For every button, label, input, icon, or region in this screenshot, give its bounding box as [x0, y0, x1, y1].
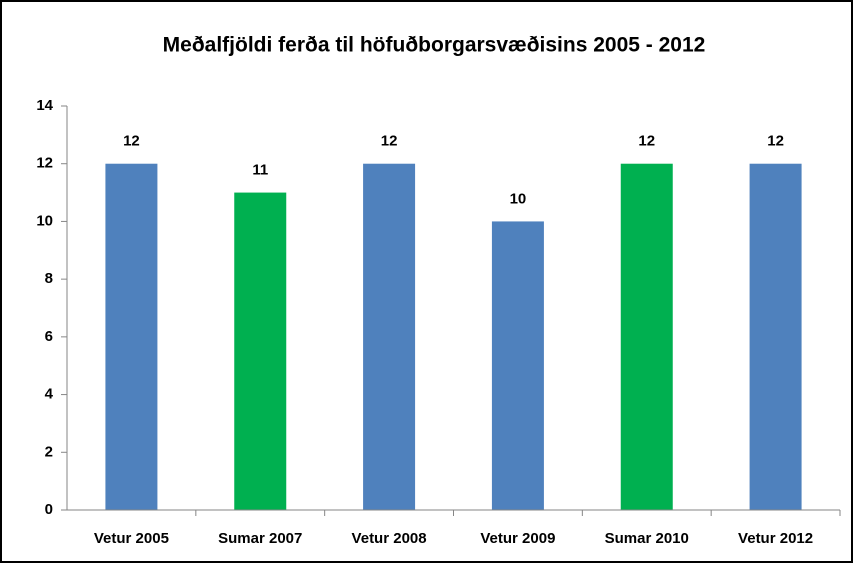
x-tick-label: Vetur 2005: [94, 530, 169, 547]
bar: [363, 163, 416, 510]
y-tick-label: 0: [45, 501, 53, 518]
x-tick-label: Vetur 2012: [738, 530, 813, 547]
bar: [620, 163, 673, 510]
y-tick-label: 4: [45, 386, 54, 403]
data-label: 11: [252, 162, 268, 179]
x-tick-label: Vetur 2008: [352, 530, 427, 547]
bar: [234, 192, 287, 511]
bar: [105, 163, 158, 510]
data-label: 12: [638, 133, 655, 150]
y-tick-label: 8: [45, 270, 53, 287]
data-label: 12: [123, 133, 140, 150]
bar: [491, 221, 544, 510]
y-tick-label: 12: [36, 155, 53, 172]
data-label: 12: [381, 133, 398, 150]
x-tick-label: Vetur 2009: [480, 530, 555, 547]
y-tick-label: 10: [36, 212, 53, 229]
y-tick-label: 2: [45, 443, 53, 460]
bar: [749, 163, 802, 510]
x-tick-label: Sumar 2007: [218, 530, 302, 547]
x-tick-label: Sumar 2010: [605, 530, 689, 547]
data-label: 10: [510, 190, 527, 207]
chart-title: Meðalfjöldi ferða til höfuðborgarsvæðisi…: [163, 34, 706, 57]
y-tick-label: 14: [36, 97, 53, 114]
data-label: 12: [767, 133, 784, 150]
y-tick-label: 6: [45, 328, 53, 345]
